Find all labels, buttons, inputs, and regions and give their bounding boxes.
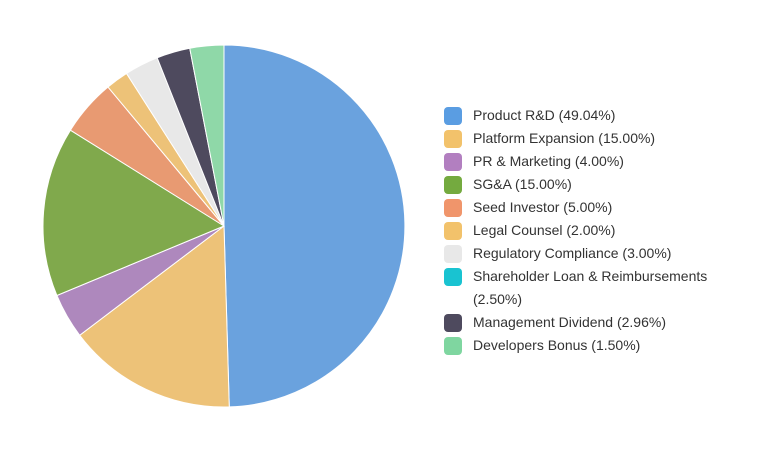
legend-item: Legal Counsel (2.00%): [444, 219, 744, 242]
legend-item: Regulatory Compliance (3.00%): [444, 242, 744, 265]
legend-label: PR & Marketing (4.00%): [473, 153, 624, 169]
legend-label: SG&A (15.00%): [473, 176, 572, 192]
legend-label: Seed Investor (5.00%): [473, 199, 613, 215]
legend-item: Seed Investor (5.00%): [444, 196, 744, 219]
legend-label: Management Dividend (2.96%): [473, 314, 666, 330]
legend-item: Management Dividend (2.96%): [444, 311, 744, 334]
legend-item: Product R&D (49.04%): [444, 104, 744, 127]
legend-swatch: [444, 314, 462, 332]
pie-slice-8: [189, 44, 225, 227]
legend-swatch: [444, 268, 462, 286]
legend-label: Legal Counsel (2.00%): [473, 222, 616, 238]
legend-label: Product R&D (49.04%): [473, 107, 616, 123]
legend-item: Developers Bonus (1.50%): [444, 334, 744, 357]
pie-slice-1: [78, 225, 230, 408]
legend: Product R&D (49.04%) Platform Expansion (…: [444, 104, 744, 357]
legend-swatch: [444, 199, 462, 217]
pie-slice-3: [42, 129, 226, 297]
legend-label: Developers Bonus (1.50%): [473, 337, 641, 353]
legend-swatch: [444, 107, 462, 125]
legend-label: Regulatory Compliance (3.00%): [473, 245, 672, 261]
legend-label: Shareholder Loan & Reimbursements (2.50%…: [473, 268, 708, 307]
legend-swatch: [444, 337, 462, 355]
pie-slice-0: [223, 44, 406, 408]
legend-item: Shareholder Loan & Reimbursements (2.50%…: [444, 265, 744, 311]
legend-item: SG&A (15.00%): [444, 173, 744, 196]
legend-swatch: [444, 245, 462, 263]
legend-swatch: [444, 130, 462, 148]
legend-swatch: [444, 222, 462, 240]
legend-swatch: [444, 153, 462, 171]
legend-swatch: [444, 176, 462, 194]
legend-label: Platform Expansion (15.00%): [473, 130, 656, 146]
legend-item: PR & Marketing (4.00%): [444, 150, 744, 173]
legend-item: Platform Expansion (15.00%): [444, 127, 744, 150]
